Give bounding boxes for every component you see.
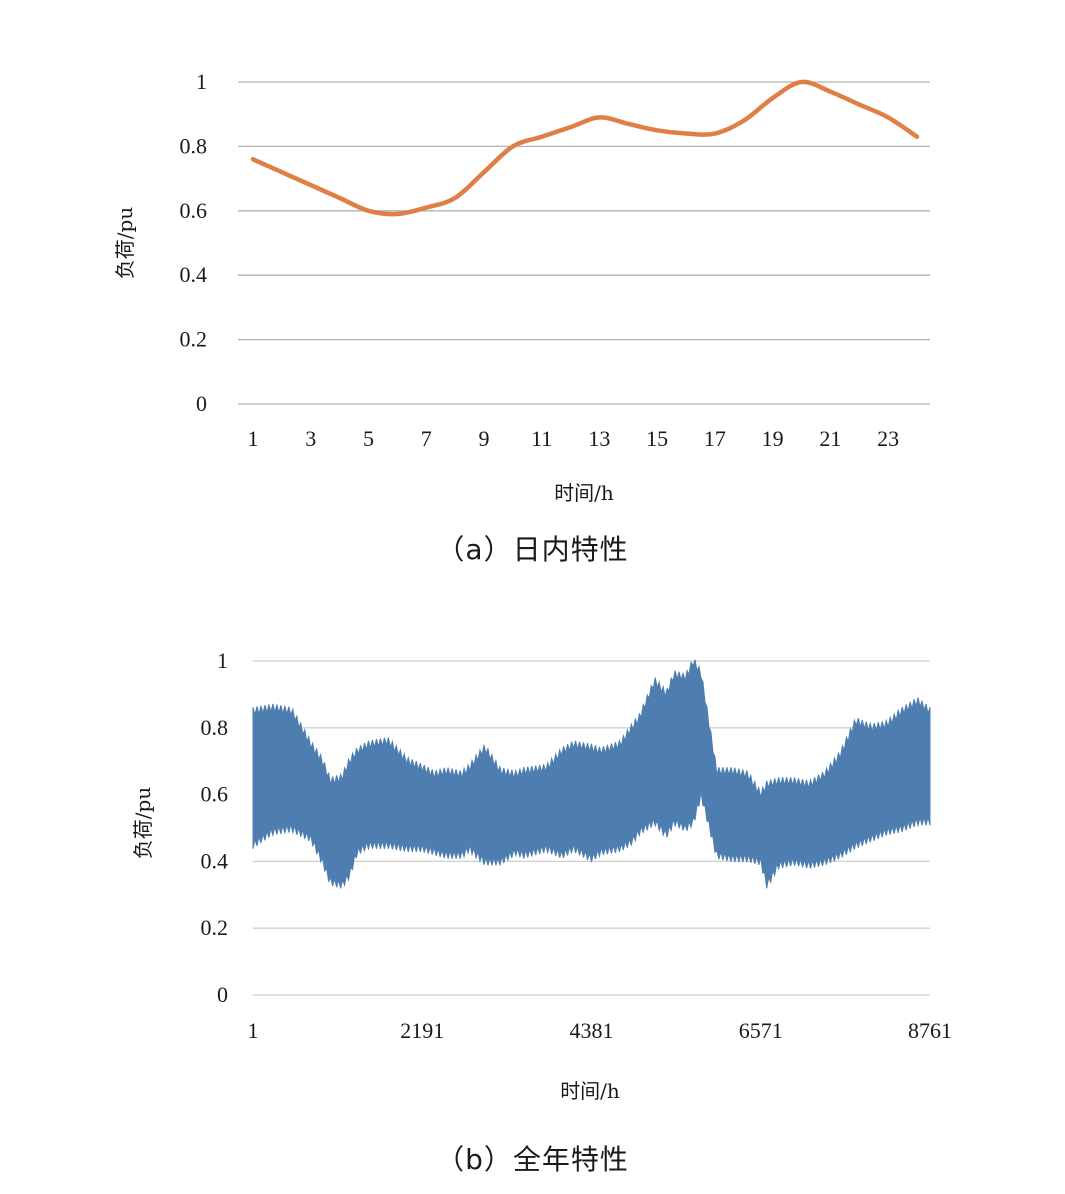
x-tick-label: 7 — [421, 426, 432, 451]
daily-chart-panel: 0 0.2 0.4 0.6 0.8 1 1 3 5 7 9 11 13 15 17 19 21 23 时间/h 负荷/… — [0, 0, 1065, 590]
series-band — [252, 659, 931, 889]
x-tick-label: 15 — [646, 426, 668, 451]
y-tick-label: 0.4 — [180, 262, 208, 287]
y-tick-label: 0.6 — [201, 782, 229, 807]
x-tick-label: 13 — [588, 426, 610, 451]
x-tick-label: 21 — [819, 426, 841, 451]
x-tick-label: 11 — [531, 426, 552, 451]
x-tick-label: 3 — [305, 426, 316, 451]
y-axis-title: 负荷/pu — [113, 207, 137, 280]
y-tick-label: 0.2 — [201, 915, 229, 940]
y-tick-label: 1 — [196, 69, 207, 94]
y-tick-label: 0 — [196, 391, 207, 416]
annual-chart-caption: （b）全年特性 — [436, 1143, 629, 1176]
x-tick-label: 1 — [248, 426, 259, 451]
y-tick-label: 0.8 — [180, 133, 208, 158]
x-axis-title: 时间/h — [560, 1079, 620, 1103]
y-tick-label: 0.6 — [180, 198, 208, 223]
x-tick-label: 19 — [762, 426, 784, 451]
x-tick-label: 1 — [248, 1018, 259, 1043]
x-tick-label: 2191 — [400, 1018, 444, 1043]
y-tick-label: 1 — [217, 648, 228, 673]
y-axis-title: 负荷/pu — [131, 787, 155, 860]
y-tick-label: 0.4 — [201, 848, 229, 873]
series-line — [250, 79, 920, 217]
y-tick-label: 0.2 — [180, 327, 208, 352]
y-tick-label: 0 — [217, 982, 228, 1007]
x-tick-label: 4381 — [570, 1018, 614, 1043]
x-axis-title: 时间/h — [554, 481, 614, 505]
x-tick-label: 6571 — [739, 1018, 783, 1043]
x-tick-label: 23 — [877, 426, 899, 451]
daily-chart: 00.20.40.60.811 3 5 7 9 11 13 15 17 19 21 23时间/h负荷/… — [113, 69, 930, 505]
annual-chart-panel: 0 0.2 0.4 0.6 0.8 1 1 2191 4381 6571 8761 时间/h 负荷/pu… — [0, 590, 1065, 1194]
x-tick-label: 9 — [478, 426, 489, 451]
y-tick-label: 0.8 — [201, 715, 229, 740]
x-tick-label: 8761 — [908, 1018, 952, 1043]
annual-chart: 0 0.2 0.4 0.6 0.8 1 1 2191 4381 6571 8761 时间/h 负荷/pu — [131, 648, 952, 1103]
x-tick-label: 5 — [363, 426, 374, 451]
daily-chart-caption: （a）日内特性 — [436, 533, 629, 566]
x-tick-label: 17 — [704, 426, 726, 451]
